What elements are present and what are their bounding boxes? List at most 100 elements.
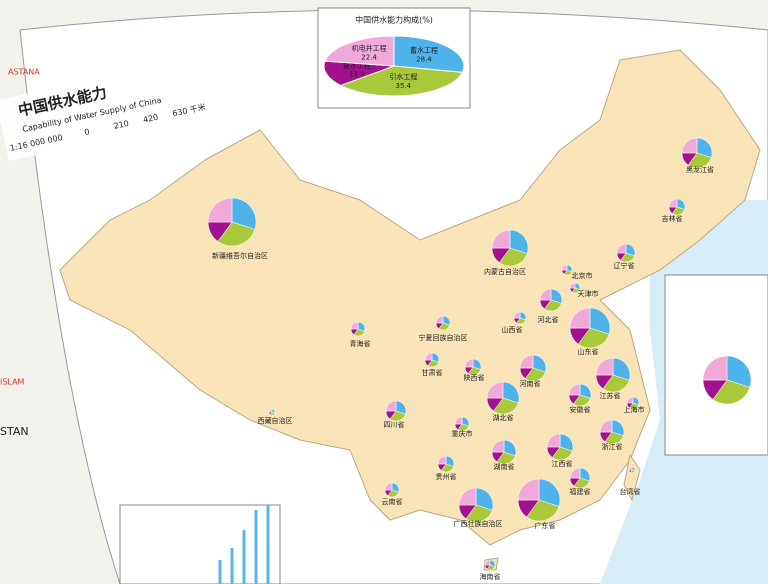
province-label: 贵州省: [436, 472, 457, 481]
province-pie: [268, 408, 273, 413]
province-pie: [696, 137, 713, 158]
province-label: 安徽省: [570, 405, 591, 414]
province-pie: [612, 357, 631, 381]
inset-title: 中国供水能力构成(%): [355, 15, 433, 25]
province-pie: [628, 466, 633, 471]
province-pie: [577, 327, 610, 349]
province-label: 重庆市: [452, 429, 473, 438]
province-label: 四川省: [384, 420, 405, 429]
province-pie: [568, 383, 581, 396]
province-pie: [475, 487, 494, 511]
pie-slice: [393, 35, 465, 73]
province-pie: [616, 243, 627, 254]
province-pie: [526, 499, 560, 522]
province-pie: [424, 352, 433, 361]
province-pie: [532, 354, 547, 373]
slice-value: 13.8: [349, 70, 365, 78]
china-land: [59, 49, 761, 546]
province-label: 云南省: [382, 497, 403, 506]
province-pie: [509, 229, 529, 254]
province-pie: [561, 264, 568, 271]
scale-tick: 0: [84, 127, 91, 137]
city-label: ISLAM: [0, 378, 25, 387]
province-pie: [525, 367, 546, 382]
province-pie: [602, 374, 630, 393]
province-label: 广东省: [535, 521, 556, 530]
province-label: 内蒙古自治区: [484, 267, 526, 276]
province-pie: [350, 321, 359, 330]
province-pie: [484, 559, 491, 566]
province-pie: [465, 504, 493, 523]
province-pie: [458, 487, 477, 506]
province-label: 新疆维吾尔自治区: [212, 251, 268, 260]
province-label: 青海省: [350, 339, 371, 348]
province-pie: [385, 400, 397, 412]
province-pie: [539, 288, 552, 301]
province-label: 吉林省: [662, 214, 683, 223]
scale-tick: 420: [142, 113, 159, 125]
province-pie: [437, 455, 447, 465]
slice-value: 35.4: [396, 82, 412, 90]
bar-decor: [218, 505, 270, 584]
province-pie: [712, 379, 751, 405]
province-label: 江西省: [552, 459, 573, 468]
province-pie: [231, 197, 257, 230]
province-pie: [681, 137, 698, 154]
province-pie: [207, 197, 233, 223]
bar-panel: [119, 504, 281, 584]
province-pie: [499, 247, 528, 267]
province-pie: [513, 311, 521, 319]
pie-slice: [323, 60, 395, 86]
province-pie: [589, 307, 611, 335]
province-pie: [491, 439, 505, 453]
scale-tick: 210: [113, 119, 130, 131]
province-label: 山西省: [502, 325, 523, 334]
slice-value: 28.4: [416, 56, 432, 64]
province-pie: [546, 433, 561, 448]
province-pie: [493, 397, 519, 415]
province-pie: [517, 478, 540, 501]
province-label: 湖北省: [493, 413, 514, 422]
province-label: 北京市: [572, 271, 593, 280]
province-label: 河北省: [538, 315, 559, 324]
province-label: 陕西省: [464, 373, 485, 382]
pie-slice: [339, 65, 464, 97]
province-pie: [491, 229, 511, 249]
country-label: STAN: [0, 425, 29, 438]
province-pie: [626, 396, 634, 404]
province-pie: [519, 354, 534, 369]
slice-value: 22.4: [361, 53, 377, 61]
province-label: 台湾省: [620, 487, 641, 496]
province-pie: [559, 433, 574, 452]
province-pie: [569, 307, 591, 329]
province-label: 山东省: [578, 347, 599, 356]
slice-label: 机电井工程: [352, 43, 387, 52]
province-label: 宁夏回族自治区: [419, 333, 468, 342]
province-label: 西藏自治区: [258, 416, 293, 425]
province-pie: [217, 221, 256, 247]
province-pie: [464, 358, 474, 368]
slice-label: 提水工程: [343, 60, 371, 69]
province-pie: [702, 355, 728, 381]
province-pie: [569, 282, 576, 289]
province-pie: [726, 355, 752, 388]
province-pie: [668, 198, 678, 208]
province-label: 江苏省: [600, 391, 621, 400]
province-pie: [538, 478, 561, 507]
title-box: [0, 60, 195, 162]
province-pie: [502, 381, 520, 404]
province-pie: [486, 381, 504, 399]
province-pie: [599, 419, 613, 433]
province-label: 广西壮族自治区: [454, 519, 503, 528]
province-pie: [384, 482, 393, 491]
province-pie: [595, 357, 614, 376]
province-pie: [687, 152, 712, 169]
province-label: 浙江省: [602, 442, 623, 451]
city-label: ASTANA: [8, 68, 40, 77]
province-label: 海南省: [480, 572, 501, 581]
province-label: 黑龙江省: [686, 165, 714, 174]
province-pie: [454, 416, 463, 425]
province-label: 天津市: [578, 289, 599, 298]
province-pie: [552, 446, 573, 461]
